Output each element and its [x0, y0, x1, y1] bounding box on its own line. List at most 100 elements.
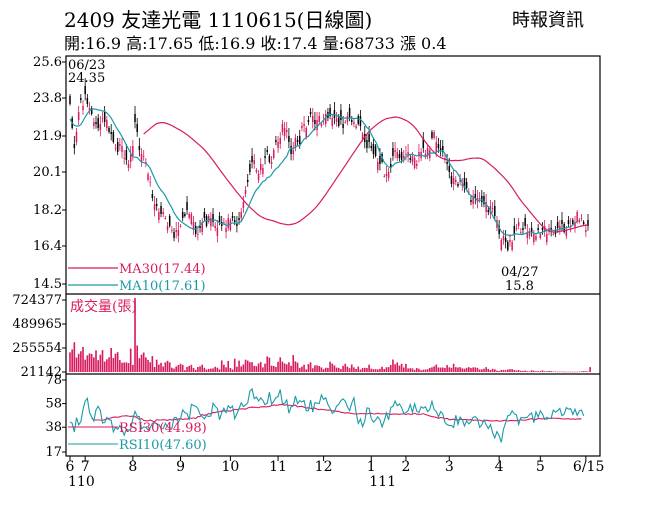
candle-body — [112, 132, 115, 142]
candle-body — [311, 116, 314, 122]
volume-bar — [283, 363, 286, 372]
volume-bar — [428, 367, 431, 372]
volume-bar — [415, 368, 418, 372]
candle-body — [574, 222, 576, 228]
candle-body — [411, 156, 414, 162]
month-label: 6 — [66, 459, 75, 475]
price-annotations: 06/23 24.35 04/27 15.8 — [68, 58, 538, 294]
candle-body — [179, 226, 182, 227]
candle-body — [413, 158, 416, 168]
candle-body — [394, 150, 396, 152]
volume-bar — [292, 355, 295, 372]
candle-body — [86, 98, 89, 104]
volume-bar — [493, 369, 496, 372]
volume-bar — [285, 364, 288, 372]
volume-bar — [389, 364, 392, 372]
rsi-legend: RSI30(44.98) RSI10(47.60) — [68, 421, 207, 453]
candle-body — [77, 112, 80, 120]
volume-bar — [563, 371, 565, 373]
candle-body — [587, 220, 589, 226]
volume-bar — [394, 364, 396, 372]
candle-body — [556, 222, 559, 228]
volume-bar — [511, 369, 513, 372]
candle-body — [153, 204, 156, 210]
volume-bar — [90, 353, 93, 372]
month-label: 9 — [176, 459, 185, 475]
volume-bar — [270, 365, 273, 372]
volume-bar — [277, 361, 279, 372]
candle-body — [552, 234, 555, 235]
volume-bar — [580, 371, 583, 372]
volume-bar — [448, 367, 451, 372]
candle-body — [155, 204, 158, 206]
candle-body — [108, 128, 110, 132]
candle-body — [264, 156, 266, 158]
candle-body — [366, 140, 368, 148]
candle-body — [173, 232, 175, 238]
volume-bar — [129, 348, 132, 372]
candle-body — [374, 146, 377, 156]
volume-bar — [407, 368, 409, 372]
volume-bar — [550, 371, 552, 372]
candle-body — [75, 132, 78, 142]
candle-body — [151, 194, 154, 198]
candle-body — [147, 174, 149, 180]
volume-bar — [476, 367, 479, 372]
candle-body — [446, 162, 448, 164]
volume-bar — [298, 367, 301, 372]
volume-bar — [186, 366, 188, 372]
volume-bar — [93, 357, 95, 372]
candle-body — [550, 228, 552, 230]
volume-bar — [396, 362, 399, 372]
volume-bar — [253, 365, 256, 372]
candle-body — [290, 146, 292, 154]
candle-body — [275, 140, 277, 142]
candle-body — [422, 138, 425, 148]
candle-body — [346, 116, 349, 122]
rsi10-line — [69, 387, 585, 443]
candle-body — [101, 118, 104, 119]
candle-body — [333, 110, 336, 118]
volume-bar — [413, 369, 416, 372]
volume-bar — [309, 362, 312, 372]
candle-body — [513, 226, 516, 234]
volume-bar — [179, 363, 182, 372]
volume-bar — [212, 368, 214, 372]
candle-body — [238, 218, 240, 220]
volume-bar — [272, 366, 275, 372]
low-value-label: 15.8 — [505, 279, 534, 294]
volume-bar — [251, 362, 253, 372]
volume-bar — [166, 360, 169, 372]
volume-bar — [197, 367, 199, 372]
candle-body — [448, 166, 451, 172]
candle-body — [136, 124, 138, 132]
volume-bar — [149, 362, 152, 372]
volume-bar — [374, 369, 377, 372]
volume-bar — [587, 371, 589, 373]
volume-bar — [192, 367, 195, 372]
candle-body — [396, 152, 399, 158]
candle-body — [504, 238, 507, 242]
volume-bar — [318, 365, 321, 372]
volume-bar — [244, 359, 247, 372]
plot-border — [65, 55, 601, 457]
volume-bar — [472, 367, 474, 372]
volume-bar — [433, 366, 435, 372]
volume-bar — [452, 363, 455, 372]
volume-bar — [398, 365, 401, 372]
candle-body — [580, 218, 583, 219]
volume-bar — [533, 370, 535, 372]
volume-bar — [509, 369, 511, 372]
volume-bar — [216, 367, 219, 372]
volume-bar — [114, 353, 117, 372]
volume-bar — [127, 363, 130, 372]
candle-body — [582, 222, 585, 224]
candle-body — [84, 86, 86, 94]
candle-body — [539, 234, 542, 238]
candle-body — [123, 158, 125, 159]
volume-bar — [574, 371, 576, 373]
volume-bar — [524, 370, 526, 372]
candle-body — [522, 228, 524, 230]
rsi-tick-label: 78 — [45, 373, 62, 388]
